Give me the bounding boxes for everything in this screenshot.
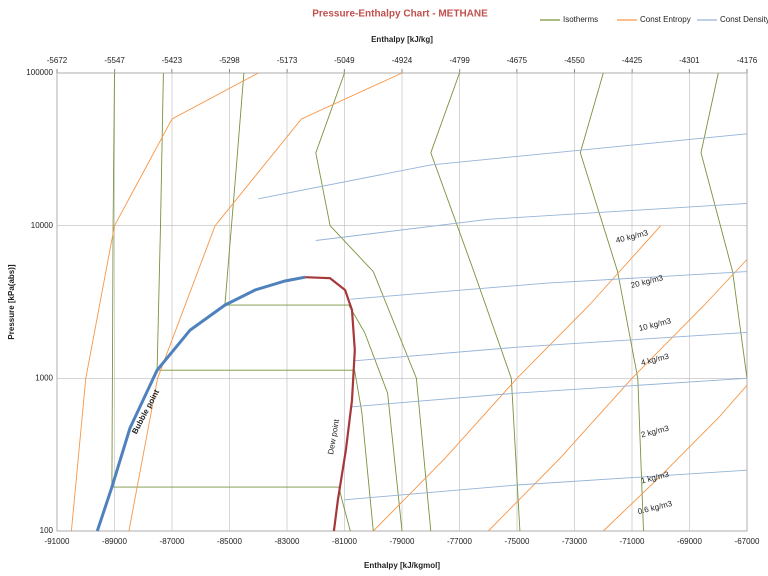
density-label: 20 kg/m3 — [630, 273, 665, 290]
legend-label: Const Density — [720, 15, 768, 24]
x-tick-label: -79000 — [390, 537, 415, 546]
top-tick-label: -5423 — [162, 56, 183, 65]
y-tick-label: 10000 — [31, 221, 54, 230]
top-tick-label: -5298 — [219, 56, 240, 65]
density-label: 10 kg/m3 — [638, 316, 673, 333]
density-label: 4 kg/m3 — [640, 352, 670, 368]
x-tick-label: -83000 — [275, 537, 300, 546]
y-tick-label: 1000 — [35, 373, 53, 382]
density-label: 2 kg/m3 — [640, 424, 670, 440]
top-tick-label: -5547 — [104, 56, 125, 65]
top-tick-label: -5049 — [334, 56, 355, 65]
top-tick-label: -4924 — [392, 56, 413, 65]
top-tick-label: -4675 — [507, 56, 528, 65]
x-tick-label: -67000 — [735, 537, 760, 546]
y-tick-label: 100 — [40, 526, 54, 535]
curve — [111, 72, 748, 532]
x-tick-label: -75000 — [505, 537, 530, 546]
x-tick-label: -71000 — [620, 537, 645, 546]
x-tick-label: -89000 — [102, 537, 127, 546]
y-tick-label: 100000 — [26, 68, 53, 77]
curve — [258, 133, 748, 501]
dew-curve — [305, 276, 356, 532]
x-tick-label: -87000 — [160, 537, 185, 546]
x-axis-label: Enthalpy [kJ/kgmol] — [364, 561, 440, 570]
bubble-curve — [95, 275, 306, 532]
dew-label: Dew point — [326, 418, 341, 455]
x-tick-label: -69000 — [677, 537, 702, 546]
top-tick-label: -5672 — [47, 56, 68, 65]
x-tick-label: -91000 — [45, 537, 70, 546]
top-tick-label: -4301 — [679, 56, 700, 65]
curve — [70, 72, 748, 532]
legend-label: Const Entropy — [640, 15, 691, 24]
y-axis-label: Pressure [kPa(abs)] — [7, 264, 16, 339]
top-tick-label: -4799 — [449, 56, 470, 65]
chart-title: Pressure-Enthalpy Chart - METHANE — [312, 9, 488, 20]
x-tick-label: -81000 — [332, 537, 357, 546]
density-label: 1 kg/m3 — [640, 470, 670, 486]
x-tick-label: -73000 — [562, 537, 587, 546]
x-tick-label: -77000 — [447, 537, 472, 546]
top-tick-label: -5173 — [277, 56, 298, 65]
x-tick-label: -85000 — [217, 537, 242, 546]
top-tick-label: -4176 — [737, 56, 758, 65]
legend-label: Isotherms — [563, 15, 598, 24]
top-tick-label: -4425 — [622, 56, 643, 65]
top-tick-label: -4550 — [564, 56, 585, 65]
top-axis-label: Enthalpy [kJ/kg] — [371, 35, 433, 44]
